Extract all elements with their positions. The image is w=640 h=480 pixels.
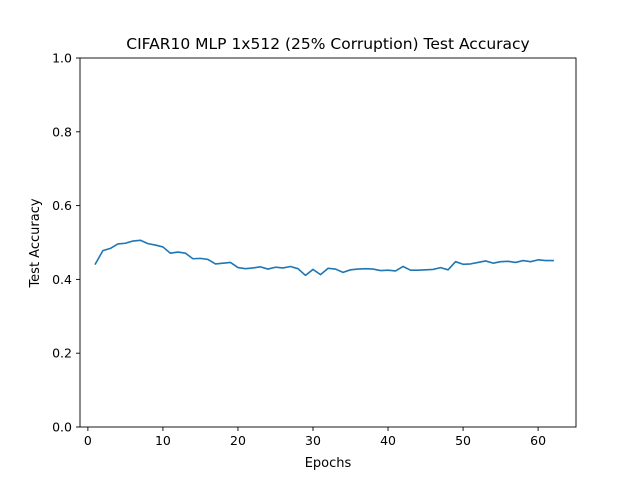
x-tick-label: 50 [455, 433, 471, 448]
y-axis-label: Test Accuracy [28, 198, 43, 288]
x-tick-label: 60 [530, 433, 546, 448]
x-tick-label: 0 [84, 433, 92, 448]
y-tick-label: 1.0 [52, 51, 72, 66]
x-axis-label: Epochs [305, 456, 352, 471]
series-line [94, 239, 554, 277]
x-tick-label: 20 [230, 433, 246, 448]
chart-title: CIFAR10 MLP 1x512 (25% Corruption) Test … [126, 35, 529, 53]
y-tick-label: 0.0 [52, 420, 72, 435]
plot-frame [79, 57, 577, 428]
plot-area: 0 10 20 30 40 50 60 0.0 0.2 0.4 0.6 0.8 1.0 [52, 51, 577, 448]
x-tick-label: 10 [155, 433, 171, 448]
y-tick-label: 0.8 [52, 124, 72, 139]
y-tick-label: 0.6 [52, 198, 72, 213]
y-tick-label: 0.2 [52, 346, 72, 361]
x-tick-label: 30 [305, 433, 321, 448]
y-tick-label: 0.4 [52, 272, 72, 287]
x-tick-label: 40 [380, 433, 396, 448]
